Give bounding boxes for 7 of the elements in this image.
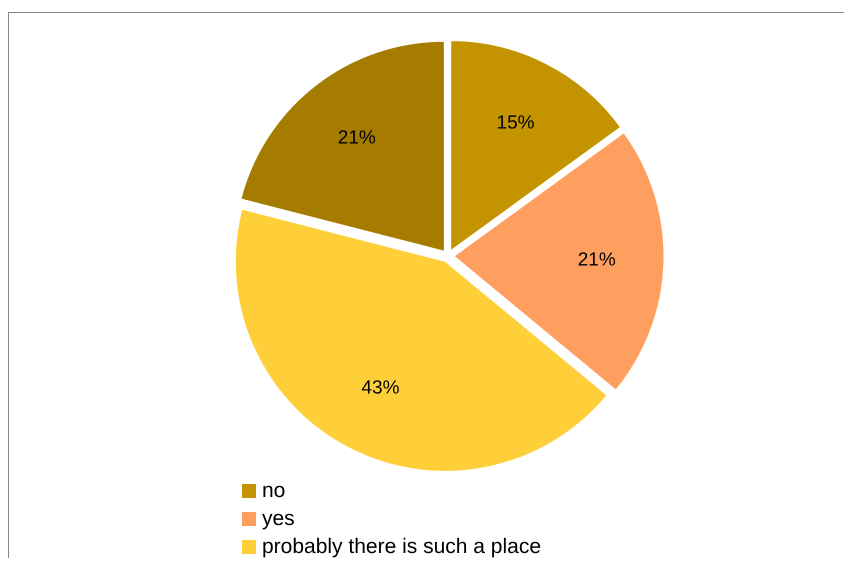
legend-label: probably there is such a place	[262, 535, 541, 558]
legend-label: yes	[262, 507, 295, 530]
legend-label: no	[262, 479, 286, 502]
data-label: 15%	[496, 112, 535, 134]
data-label: 43%	[361, 378, 400, 399]
data-label: 21%	[338, 127, 376, 148]
data-label: 21%	[578, 250, 616, 271]
